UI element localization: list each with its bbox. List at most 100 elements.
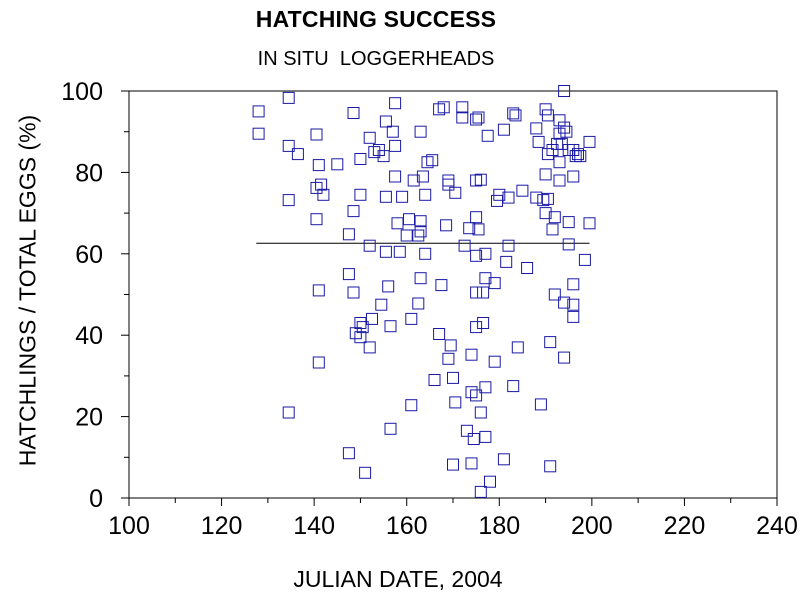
data-point [433, 328, 446, 340]
data-point [449, 186, 462, 199]
data-point [396, 190, 409, 203]
data-point [442, 174, 455, 187]
data-point [372, 144, 385, 156]
data-point [567, 310, 580, 323]
data-point [470, 113, 483, 126]
data-point [310, 181, 323, 194]
data-point [572, 148, 584, 161]
data-point [548, 211, 561, 224]
x-tick-labels: 100 120 140 160 180 200 220 240 [108, 512, 798, 540]
data-point [544, 336, 557, 349]
y-tick-label: 20 [75, 404, 103, 432]
data-point [479, 272, 492, 285]
data-point [479, 430, 492, 443]
x-tick-label: 120 [201, 512, 243, 540]
data-point [465, 457, 478, 470]
data-point [539, 103, 552, 116]
data-point [368, 146, 381, 159]
y-tick-label: 60 [75, 241, 103, 269]
data-point [574, 150, 587, 163]
y-tick-label: 100 [61, 78, 103, 106]
data-point [516, 184, 529, 197]
data-point [349, 327, 362, 340]
data-point [444, 339, 457, 352]
data-point [354, 188, 367, 201]
data-point [419, 247, 432, 260]
data-point [391, 217, 404, 230]
data-point [386, 125, 399, 138]
data-point [384, 320, 397, 333]
data-point [389, 139, 402, 152]
data-point [488, 355, 501, 368]
data-point [282, 91, 295, 104]
data-point [354, 317, 367, 329]
data-point [500, 255, 513, 268]
data-point [312, 284, 325, 297]
data-point [567, 170, 580, 183]
data-point [488, 277, 501, 290]
data-point [539, 207, 552, 220]
data-point [532, 135, 545, 148]
x-tick-label: 160 [386, 512, 428, 540]
data-point [342, 268, 355, 281]
data-point [470, 389, 483, 402]
data-point [414, 225, 427, 238]
x-tick-label: 180 [478, 512, 520, 540]
y-axis-label: HATCHLINGS / TOTAL EGGS (%) [14, 114, 41, 467]
data-point [537, 194, 550, 207]
data-point [558, 121, 571, 134]
data-point [474, 485, 487, 498]
data-point [312, 159, 325, 172]
data-point [315, 178, 328, 191]
y-tick-label: 0 [89, 485, 103, 513]
data-point [497, 123, 510, 136]
data-point [347, 107, 360, 119]
data-point [363, 239, 376, 252]
data-point [481, 129, 494, 142]
data-point [497, 453, 510, 466]
data-point [366, 312, 378, 325]
data-point [433, 103, 446, 116]
data-point [472, 111, 485, 124]
data-point [470, 249, 483, 262]
data-point [426, 154, 439, 167]
data-point [447, 458, 459, 471]
data-point [449, 396, 462, 409]
plot-frame [128, 90, 778, 499]
data-point [541, 109, 554, 122]
data-point [567, 144, 580, 156]
data-point [354, 153, 367, 165]
data-point [312, 356, 325, 369]
data-point [442, 178, 455, 191]
data-point [463, 222, 476, 235]
data-point [414, 125, 427, 138]
data-point [470, 321, 483, 334]
x-tick-label: 220 [664, 512, 706, 540]
data-point [530, 191, 543, 204]
data-point [379, 190, 392, 203]
data-point [553, 174, 566, 187]
data-point [509, 109, 522, 122]
data-point [472, 223, 485, 236]
data-point [252, 127, 265, 140]
data-point [412, 297, 425, 310]
data-point [282, 139, 295, 152]
data-point [414, 272, 427, 285]
data-point [507, 380, 520, 393]
data-point [414, 215, 427, 228]
data-point [530, 122, 543, 135]
data-point [502, 191, 515, 204]
data-point [562, 216, 575, 229]
chart-title: HATCHING SUCCESS [255, 6, 497, 32]
chart-subtitle: IN SITU LOGGERHEADS [257, 48, 495, 70]
data-point [558, 296, 571, 309]
data-point [416, 170, 429, 183]
y-tick-labels: 0 20 40 60 80 100 [61, 78, 103, 513]
x-tick-label: 240 [756, 512, 798, 540]
data-point [359, 466, 372, 479]
data-point [534, 398, 547, 411]
data-point [379, 245, 392, 258]
tick-marks [121, 90, 778, 506]
data-point [331, 158, 344, 171]
